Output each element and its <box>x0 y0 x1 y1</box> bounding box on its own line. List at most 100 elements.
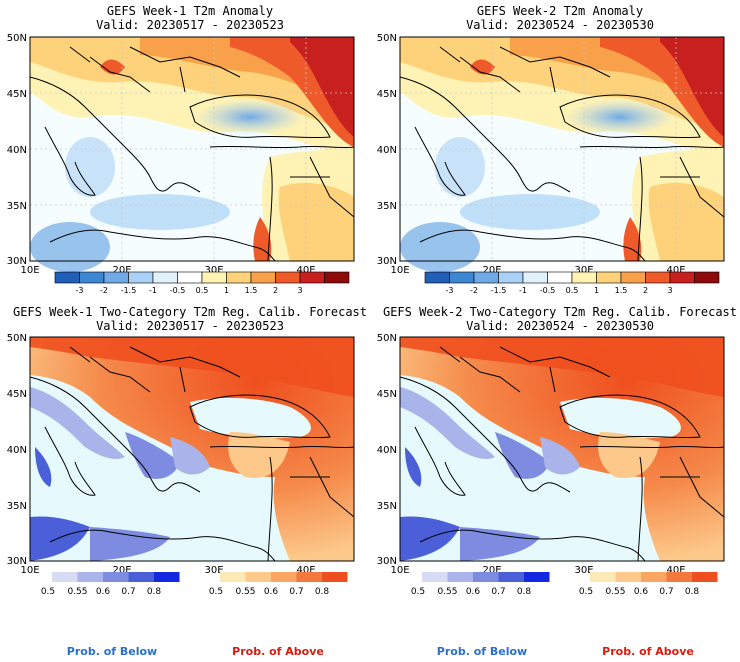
colorbar-swatch <box>154 572 180 582</box>
colorbar-tick-label: -1 <box>519 286 527 295</box>
lon-tick: 30E <box>574 265 593 276</box>
colorbar-swatch <box>645 271 671 284</box>
colorbar-tick-label: -1.5 <box>121 286 137 295</box>
colorbar-swatch <box>694 271 720 284</box>
colorbar-swatch <box>615 572 641 582</box>
anomaly-colorbar-week1: -3 -2 -1.5 -1 -0.5 0.5 1 1.5 2 3 <box>54 271 350 295</box>
colorbar-swatch <box>103 271 129 284</box>
lat-tick: 35N <box>377 501 397 512</box>
colorbar-swatch <box>299 271 325 284</box>
colorbar-swatch <box>52 572 78 582</box>
legend-title-below: Prob. of Below <box>437 645 527 658</box>
colorbar-swatch <box>226 271 252 284</box>
colorbar-tick-label: 0.6 <box>466 587 481 597</box>
lon-tick: 10E <box>20 265 39 276</box>
lon-tick: 20E <box>112 565 131 576</box>
colorbar-swatch <box>590 572 616 582</box>
panel-valid: Valid: 20230524 - 20230530 <box>466 18 654 32</box>
lon-tick: 10E <box>390 565 409 576</box>
colorbar-tick-label: 0.7 <box>121 587 135 597</box>
lat-tick: 45N <box>7 89 27 100</box>
colorbar-tick-label: 0.7 <box>491 587 505 597</box>
colorbar-swatch <box>498 572 524 582</box>
colorbar-swatch <box>275 271 301 284</box>
colorbar-tick-label: 0.6 <box>634 587 649 597</box>
colorbar-swatch <box>177 271 203 284</box>
colorbar-swatch <box>271 572 297 582</box>
lon-tick: 30E <box>574 565 593 576</box>
map-area: 50N 45N 40N 35N 30N 10E 20E 30E 40E <box>7 33 355 276</box>
panel-valid: Valid: 20230517 - 20230523 <box>96 18 284 32</box>
colorbar-tick-label: 0.8 <box>315 587 330 597</box>
panel-title: GEFS Week-1 T2m Anomaly <box>107 4 273 18</box>
colorbar-tick-label: 0.6 <box>264 587 279 597</box>
colorbar-tick-label: 0.5 <box>41 587 55 597</box>
legend-title-above: Prob. of Above <box>602 645 694 658</box>
colorbar-swatch <box>596 271 622 284</box>
colorbar-tick-label: 0.7 <box>659 587 673 597</box>
colorbar-swatch <box>324 271 350 284</box>
colorbar-swatch <box>128 572 154 582</box>
colorbar-tick-label: 0.5 <box>209 587 223 597</box>
lon-tick: 10E <box>390 265 409 276</box>
lat-tick: 50N <box>377 33 397 44</box>
colorbar-tick-label: 0.5 <box>196 286 209 295</box>
prob-above-colorbar-week2: 0.5 0.55 0.6 0.7 0.8 <box>579 572 718 597</box>
colorbar-tick-label: 0.8 <box>685 587 700 597</box>
anomaly-colorbar-week2: -3 -2 -1.5 -1 -0.5 0.5 1 1.5 2 3 <box>424 271 720 295</box>
colorbar-swatch <box>152 271 178 284</box>
lat-tick: 40N <box>7 445 27 456</box>
colorbar-swatch <box>620 271 646 284</box>
lat-tick: 45N <box>377 389 397 400</box>
colorbar-tick-label: 0.55 <box>235 587 255 597</box>
colorbar-tick-label: 2 <box>643 286 648 295</box>
legend-title-below: Prob. of Below <box>67 645 157 658</box>
colorbar-tick-label: -0.5 <box>540 286 556 295</box>
lon-tick: 10E <box>20 565 39 576</box>
lat-tick: 35N <box>7 501 27 512</box>
colorbar-swatch <box>79 271 105 284</box>
panel-title: GEFS Week-1 Two-Category T2m Reg. Calib.… <box>13 305 367 319</box>
colorbar-tick-label: 1.5 <box>245 286 258 295</box>
colorbar-swatch <box>322 572 348 582</box>
colorbar-swatch <box>641 572 667 582</box>
colorbar-tick-label: 0.5 <box>411 587 425 597</box>
colorbar-tick-label: 0.8 <box>517 587 532 597</box>
lon-tick: 40E <box>296 565 315 576</box>
panel-title: GEFS Week-2 T2m Anomaly <box>477 4 643 18</box>
map-frame <box>29 36 355 262</box>
colorbar-swatch <box>54 271 80 284</box>
lat-tick: 30N <box>377 256 397 267</box>
lon-tick: 30E <box>204 265 223 276</box>
lon-tick: 20E <box>482 265 501 276</box>
colorbar-swatch <box>245 572 271 582</box>
colorbar-tick-label: 3 <box>667 286 672 295</box>
colorbar-swatch <box>424 271 450 284</box>
colorbar-swatch <box>128 271 154 284</box>
colorbar-tick-label: 0.55 <box>67 587 87 597</box>
colorbar-swatch <box>250 271 276 284</box>
colorbar-swatch <box>473 572 499 582</box>
colorbar-swatch <box>103 572 129 582</box>
panel-week1-anomaly: GEFS Week-1 T2m Anomaly Valid: 20230517 … <box>7 4 355 276</box>
prob-below-colorbar-week2: 0.5 0.55 0.6 0.7 0.8 <box>411 572 550 597</box>
panel-valid: Valid: 20230517 - 20230523 <box>96 319 284 333</box>
colorbar-tick-label: -2 <box>470 286 478 295</box>
colorbar-swatch <box>666 572 692 582</box>
lat-tick: 35N <box>7 201 27 212</box>
lat-tick: 45N <box>377 89 397 100</box>
lat-tick: 50N <box>7 33 27 44</box>
colorbar-swatch <box>220 572 246 582</box>
colorbar-tick-label: 1.5 <box>615 286 628 295</box>
lat-tick: 35N <box>377 201 397 212</box>
colorbar-tick-label: 2 <box>273 286 278 295</box>
lat-tick: 40N <box>377 445 397 456</box>
prob-above-colorbar-week1: 0.5 0.55 0.6 0.7 0.8 <box>209 572 348 597</box>
colorbar-tick-label: 0.55 <box>437 587 457 597</box>
colorbar-tick-label: 0.6 <box>96 587 111 597</box>
map-area: 50N 45N 40N 35N 30N 10E 20E 30E 40E <box>7 333 355 576</box>
colorbar-tick-label: -1 <box>149 286 157 295</box>
colorbar-swatch <box>447 572 473 582</box>
lat-tick: 50N <box>377 333 397 344</box>
